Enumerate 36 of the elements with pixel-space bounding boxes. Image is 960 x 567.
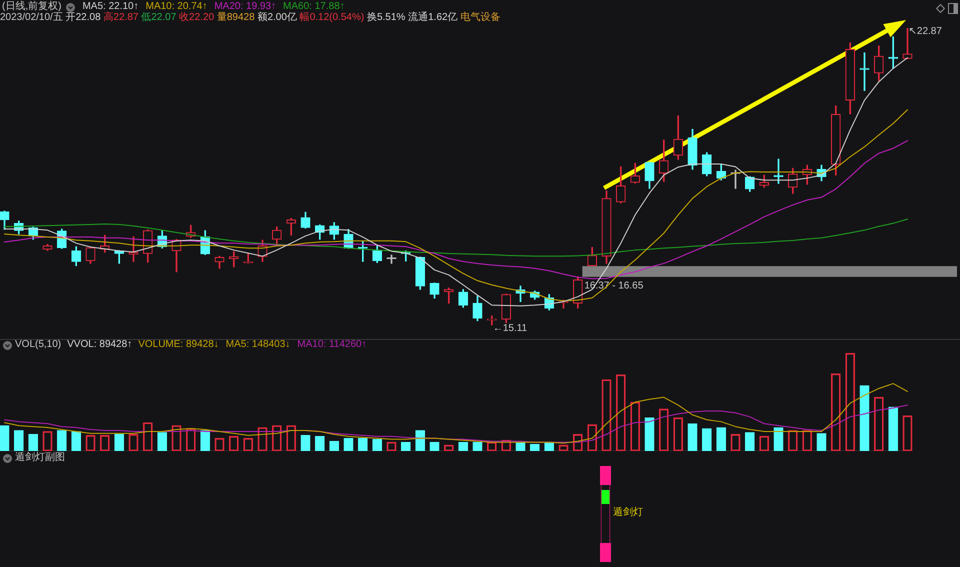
bar (28, 434, 38, 451)
bar (415, 430, 425, 451)
annotation: ←15.11 (492, 322, 528, 334)
bar (57, 430, 67, 451)
text: MA60: 17.88↑ (283, 1, 345, 12)
text: MA5: 148403↓ (226, 339, 290, 351)
bar (200, 430, 210, 451)
candlestick (774, 158, 784, 184)
bar (745, 432, 755, 451)
text: MA10: 20.74↑ (146, 1, 208, 12)
chart-title: VOL(5,10) (15, 339, 62, 351)
bar (816, 433, 826, 451)
text: 遁剑灯副图 (15, 452, 65, 464)
bar (716, 427, 726, 451)
text: MA20: 19.93↑ (214, 1, 276, 12)
bar (157, 432, 167, 451)
annotation: ↖22.87 (908, 26, 942, 38)
bar (71, 431, 81, 451)
chart-title: (日线,前复权) (2, 1, 62, 12)
text: MA10: 114260↑ (297, 339, 367, 351)
text: VVOL: 89428↑ (67, 339, 132, 351)
bar (702, 428, 712, 451)
bar (0, 425, 10, 451)
bar (860, 385, 870, 451)
text: 2023/02/10/五 开22.08 高22.87 低22.07 收22.20 量89428 额2.00亿 幅0.12(0.54%) 换5.51% 流通1.62亿 电气设备 (0, 12, 500, 23)
bar (300, 435, 310, 451)
bar (14, 430, 24, 451)
candlestick (860, 52, 870, 91)
bar (774, 427, 784, 451)
bar (114, 434, 124, 451)
bar (888, 406, 898, 451)
bar (644, 417, 654, 451)
text: 遁剑灯 (613, 507, 643, 519)
text: MA5: 22.10↑ (82, 1, 139, 12)
bar (688, 423, 698, 451)
text: VOLUME: 89428↓ (138, 339, 219, 351)
